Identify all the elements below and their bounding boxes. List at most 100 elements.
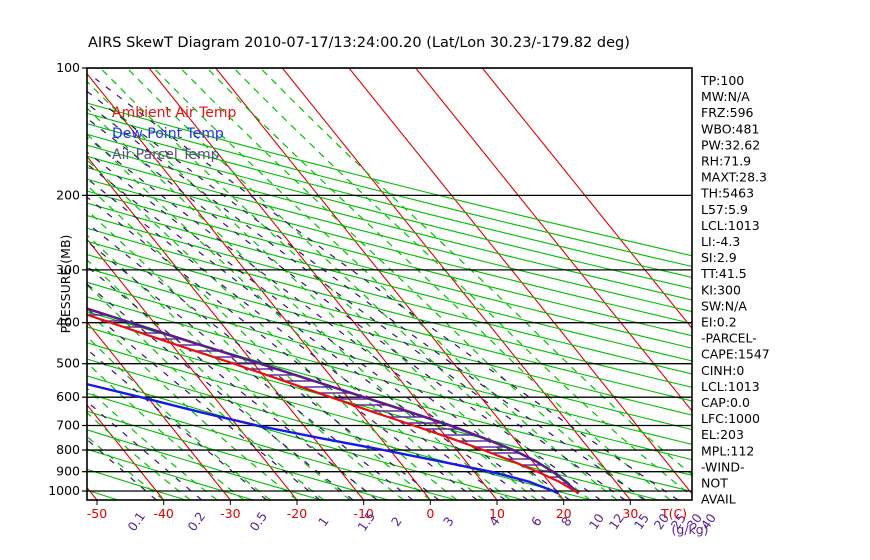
- dry-adiabat: [87, 123, 692, 278]
- legend-label-ambient: Ambient Air Temp: [112, 105, 237, 121]
- parameter-item: -WIND-: [701, 459, 745, 474]
- moist-adiabat: [87, 107, 511, 500]
- mixing-ratio-line: [87, 400, 203, 500]
- moist-adiabat: [99, 68, 565, 500]
- parameter-item: KI:300: [701, 282, 741, 297]
- bottom-temperature-axis: -50 -40 -30 -20 -10 0 10 20 30: [87, 500, 638, 521]
- ambient-curve: [87, 313, 580, 495]
- dry-adiabat: [87, 178, 692, 337]
- parameter-item: TH:5463: [700, 186, 754, 201]
- bottom-temp-tick: -10: [353, 506, 373, 521]
- parameter-item: MW:N/A: [701, 89, 750, 104]
- moist-adiabat: [87, 309, 298, 500]
- isotherm: [348, 68, 692, 495]
- mixing-ratio-line: [87, 438, 157, 500]
- mixing-ratio-tick: 20: [651, 511, 672, 533]
- parameter-item: LCL:1013: [701, 379, 760, 394]
- bottom-temp-tick: 0: [426, 506, 434, 521]
- cape-shaded-region: [87, 308, 575, 490]
- sounding-curves: [87, 307, 580, 495]
- parcel-curve: [87, 307, 580, 495]
- moist-adiabat: [87, 361, 245, 500]
- moist-adiabat: [153, 68, 618, 500]
- pressure-tick: 100: [56, 60, 80, 75]
- mixing-ratio-lines: [87, 78, 679, 500]
- moist-adiabat: [87, 335, 271, 500]
- moist-adiabat: [206, 68, 671, 500]
- dry-adiabat: [87, 190, 692, 349]
- moist-adiabat: [233, 68, 692, 497]
- moist-adiabat: [87, 133, 485, 500]
- pressure-tick: 300: [56, 262, 80, 277]
- bottom-temp-tick: -30: [220, 506, 240, 521]
- pressure-tick: 700: [56, 418, 80, 433]
- dry-adiabat: [87, 253, 692, 416]
- pressure-axis-label: PRESSURE (MB): [58, 235, 73, 334]
- parameter-item: FRZ:596: [701, 105, 754, 120]
- dry-adiabat: [87, 468, 186, 500]
- moist-adiabat: [87, 234, 378, 500]
- parameter-item: MPL:112: [701, 443, 754, 458]
- pressure-tick: 1000: [48, 483, 80, 498]
- dry-adiabat: [87, 227, 692, 388]
- bottom-temp-tick: 10: [489, 506, 505, 521]
- mixing-ratio-tick: 40: [698, 511, 719, 533]
- dry-adiabat: [87, 281, 692, 445]
- dry-adiabat: [87, 267, 692, 431]
- legend-label-dewpoint: Dew Point Temp: [112, 126, 224, 142]
- bottom-temp-tick: -40: [153, 506, 173, 521]
- parameter-item: MAXT:28.3: [701, 170, 767, 185]
- dry-adiabat: [87, 326, 692, 493]
- parameter-item: AVAIL: [701, 492, 736, 507]
- pressure-tick: 600: [56, 389, 80, 404]
- mixing-ratio-line: [87, 348, 268, 500]
- parameter-item: CINH:0: [701, 363, 744, 378]
- moist-adiabat: [179, 68, 645, 500]
- mixing-ratio-line: [87, 177, 506, 500]
- mixing-ratio-line: [87, 222, 440, 500]
- isotherm: [87, 403, 165, 500]
- dry-adiabat: [87, 214, 692, 375]
- dry-adiabat: [87, 375, 524, 500]
- parameter-item: TP:100: [700, 73, 744, 88]
- bottom-temp-tick: -50: [87, 506, 107, 521]
- cape-hatch-fill: [87, 308, 575, 490]
- dry-adiabat: [87, 112, 692, 268]
- parameter-item: L57:5.9: [701, 202, 748, 217]
- moist-adiabat: [87, 284, 325, 500]
- parameter-item: -PARCEL-: [701, 331, 757, 346]
- moist-adiabat: [87, 80, 538, 500]
- parameter-item: SW:N/A: [701, 298, 747, 313]
- mixing-ratio-line: [87, 151, 547, 500]
- dry-adiabat: [87, 448, 254, 500]
- parameter-item: NOT: [701, 476, 728, 491]
- dry-adiabat: [87, 133, 692, 290]
- plot-frame: [86, 67, 693, 501]
- dry-adiabat: [87, 155, 692, 313]
- parameter-item: RH:71.9: [701, 154, 751, 169]
- pressure-tick: 800: [56, 442, 80, 457]
- parameter-item: SI:2.9: [701, 250, 737, 265]
- pressure-tick: 400: [56, 315, 80, 330]
- dry-adiabat: [87, 202, 692, 362]
- isotherm: [87, 72, 431, 500]
- parameter-item: CAP:0.0: [701, 395, 750, 410]
- mixing-ratio-tick: 30: [684, 511, 705, 533]
- pressure-tick: 900: [56, 464, 80, 479]
- dry-adiabat: [87, 102, 692, 257]
- parameter-item: WBO:481: [701, 121, 759, 136]
- mixing-ratio-line: [87, 240, 414, 500]
- isotherm: [481, 68, 692, 330]
- legend-label-parcel: Air Parcel Temp: [112, 147, 220, 163]
- dry-adiabat: [87, 144, 692, 301]
- pressure-tick: 200: [56, 187, 80, 202]
- isobar-lines: [87, 68, 692, 492]
- bottom-temp-tick: 20: [556, 506, 572, 521]
- dry-adiabat: [87, 429, 321, 500]
- bottom-temp-tick: 30: [622, 506, 638, 521]
- mixing-ratio-line: [87, 136, 571, 500]
